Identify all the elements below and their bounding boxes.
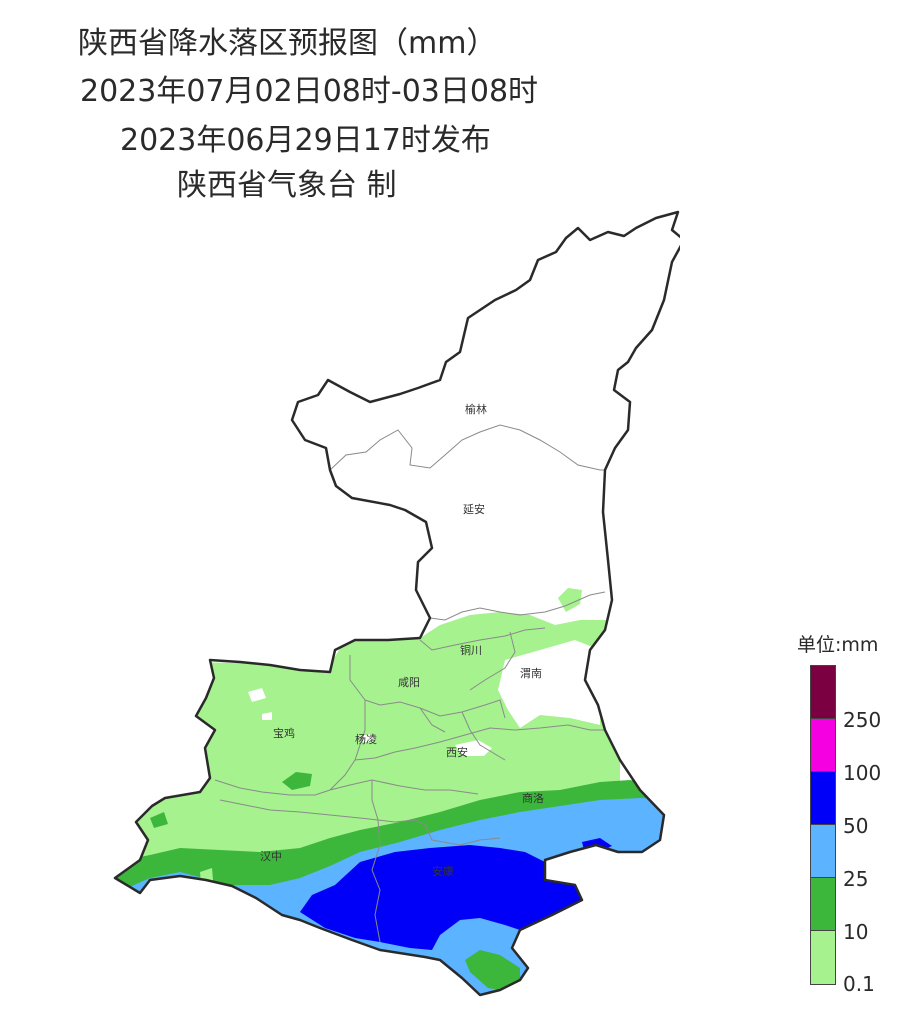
legend-tick-25: 25 (843, 867, 869, 891)
dry-area-baoji-1 (248, 688, 266, 702)
forecast-period: 2023年07月02日08时-03日08时 (80, 74, 539, 109)
legend-color-bar (810, 665, 836, 985)
dry-area-baoji-2 (262, 712, 272, 720)
legend-tick-250: 250 (843, 708, 882, 732)
legend-swatch-10-25 (811, 878, 835, 931)
legend-swatch-100-250 (811, 719, 835, 772)
rain-zone-10-25-ankang-patch (465, 950, 520, 990)
legend-swatch-250-plus (811, 666, 835, 719)
city-label-hanzhong: 汉中 (260, 850, 282, 863)
precipitation-map: 榆林 延安 铜川 咸阳 渭南 宝鸡 杨凌 西安 商洛 汉中 安康 (113, 210, 680, 997)
city-label-shangluo: 商洛 (522, 791, 544, 805)
issuer: 陕西省气象台 制 (177, 168, 397, 203)
city-label-weinan: 渭南 (520, 667, 542, 680)
legend-swatch-0.1-10 (811, 931, 835, 984)
legend-tick-50: 50 (843, 814, 869, 838)
city-label-xian: 西安 (446, 745, 468, 759)
city-labels: 榆林 延安 铜川 咸阳 渭南 宝鸡 杨凌 西安 商洛 汉中 安康 (260, 402, 544, 878)
legend-tick-0.1: 0.1 (843, 972, 875, 996)
legend-tick-10: 10 (843, 920, 869, 944)
province-outline (113, 210, 680, 997)
dry-area-weinan (498, 640, 600, 728)
legend-title: 单位:mm (797, 634, 879, 656)
rain-zone-50-100 (300, 845, 582, 950)
legend-swatch-25-50 (811, 825, 835, 878)
legend-tick-100: 100 (843, 761, 882, 785)
rain-zone-10-25-baoji-patch (282, 772, 312, 790)
rain-zone-10-25-west-patch (150, 812, 168, 828)
city-label-xianyang: 咸阳 (398, 676, 420, 689)
city-label-yulin: 榆林 (465, 402, 487, 416)
issue-time: 2023年06月29日17时发布 (120, 123, 491, 158)
legend-swatch-50-100 (811, 772, 835, 825)
prefecture-boundaries (214, 424, 606, 943)
city-label-yanan: 延安 (463, 502, 485, 516)
rain-zone-50-100-inner-patch (445, 900, 470, 915)
city-label-tongchuan: 铜川 (460, 643, 482, 657)
city-label-yangling: 杨凌 (355, 732, 377, 746)
city-label-baoji: 宝鸡 (273, 726, 295, 740)
city-label-ankang: 安康 (432, 864, 454, 878)
map-title: 陕西省降水落区预报图（mm） (78, 26, 497, 61)
dry-area-xian (455, 740, 492, 756)
